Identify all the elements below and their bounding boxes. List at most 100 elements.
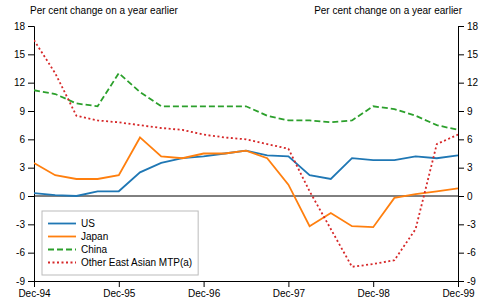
tick-label: -9 [467,276,476,287]
tick-label: 6 [467,134,473,145]
plot: Dec-94Dec-95Dec-96Dec-97Dec-98Dec-99-9-6… [14,5,479,299]
x-tick: Dec-96 [188,281,221,299]
tick-mark [458,253,464,254]
y2-tick: 9 [458,106,473,117]
tick-mark [458,139,464,140]
tick-label: 12 [14,77,26,88]
tick-mark [28,54,34,55]
zero-line [34,196,458,197]
legend-label: US [81,218,95,229]
chart: Dec-94Dec-95Dec-96Dec-97Dec-98Dec-99-9-6… [0,0,492,303]
tick-mark [373,281,374,287]
legend-label: Other East Asian MTP(a) [81,257,192,268]
tick-label: 9 [467,106,473,117]
tick-mark [28,253,34,254]
tick-mark [458,111,464,112]
tick-mark [28,83,34,84]
y-tick: 18 [14,21,34,32]
tick-label: 9 [19,106,25,117]
tick-mark [28,281,34,282]
tick-mark [458,281,464,282]
y2-tick: 6 [458,134,473,145]
legend-item: Japan [48,231,108,242]
legend-item: China [48,244,108,255]
tick-label: 18 [467,21,479,32]
tick-label: 0 [467,191,473,202]
tick-label: -3 [467,219,476,230]
tick-label: 3 [19,162,25,173]
tick-mark [458,224,464,225]
tick-label: -3 [16,219,25,230]
legend-swatch [48,223,76,225]
x-tick: Dec-98 [358,281,391,299]
tick-mark [288,281,289,287]
y-tick: 15 [14,49,34,60]
x-axis: Dec-94 Dec-95 Dec-96 Dec-97 Dec-98 Dec-99 [18,281,475,299]
tick-label: 0 [19,191,25,202]
tick-mark [458,83,464,84]
legend: US Japan China Other East Asian MTP(a) [42,211,198,275]
series-line [34,40,458,267]
legend-swatch [48,262,76,264]
tick-mark [28,224,34,225]
axis-line [459,27,465,282]
tick-mark [458,196,464,197]
y-tick: -9 [16,276,34,287]
x-tick: Dec-95 [103,281,136,299]
tick-label: -9 [16,276,25,287]
tick-mark [28,139,34,140]
tick-mark [204,281,205,287]
legend-label: China [81,244,108,255]
series-line [34,73,458,130]
y-tick: 6 [19,134,34,145]
tick-label: Dec-98 [358,288,391,299]
tick-label: Dec-94 [18,288,51,299]
legend-label: Japan [81,231,108,242]
tick-mark [28,168,34,169]
y2-axis: -9 -6 -3 0 3 6 9 12 15 18 [458,21,479,287]
legend-swatch [48,249,76,251]
y-tick: 0 [19,191,34,202]
tick-mark [28,111,34,112]
marks [34,40,458,267]
y2-axis-label: Per cent change on a year earlier [314,5,463,16]
tick-label: -6 [16,247,25,258]
y-tick: 12 [14,77,34,88]
y2-tick: 3 [458,162,473,173]
y-axis-label: Per cent change on a year earlier [30,5,179,16]
y-tick: 3 [19,162,34,173]
tick-mark [28,196,34,197]
y2-tick: 12 [458,77,479,88]
y2-tick: -9 [458,276,476,287]
axis-line [35,282,459,288]
tick-label: Dec-96 [188,288,221,299]
tick-mark [119,281,120,287]
tick-label: 18 [14,21,26,32]
y-tick: -6 [16,247,34,258]
y2-tick: 0 [458,191,473,202]
axis-line [28,27,35,282]
legend-swatch [48,236,76,238]
tick-label: 15 [467,49,479,60]
y-tick: -3 [16,219,34,230]
legend-item: Other East Asian MTP(a) [48,257,192,268]
y2-tick: 18 [458,21,479,32]
series-line [34,151,458,196]
legend-box [42,211,198,275]
tick-label: Dec-99 [442,288,475,299]
tick-label: 12 [467,77,479,88]
y-tick: 9 [19,106,34,117]
tick-label: -6 [467,247,476,258]
y-axis: -9 -6 -3 0 3 6 9 12 15 18 [14,21,35,287]
tick-mark [458,54,464,55]
x-tick: Dec-97 [273,281,306,299]
tick-mark [28,26,34,27]
tick-label: Dec-95 [103,288,136,299]
tick-label: 6 [19,134,25,145]
y2-tick: -6 [458,247,476,258]
legend-item: US [48,218,95,229]
tick-label: 3 [467,162,473,173]
tick-mark [458,26,464,27]
tick-label: Dec-97 [273,288,306,299]
tick-mark [458,168,464,169]
